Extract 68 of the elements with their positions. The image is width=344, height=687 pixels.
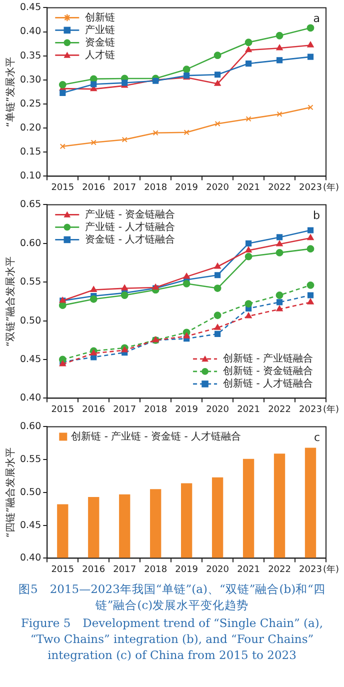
x-axis-title: (年) xyxy=(322,564,339,576)
x-tick-label: 2021 xyxy=(237,404,260,415)
x-tick-label: 2018 xyxy=(144,564,168,575)
y-tick-label: 0.50 xyxy=(20,315,42,326)
y-tick-label: 0.30 xyxy=(20,74,42,86)
y-axis-title: “双链”融合发展水平 xyxy=(4,256,17,347)
x-tick-label: 2020 xyxy=(206,564,230,575)
x-axis-title: (年) xyxy=(322,182,339,194)
x-tick-label: 2023 xyxy=(299,182,322,193)
y-tick-label: 0.60 xyxy=(20,238,42,249)
x-tick-label: 2021 xyxy=(237,564,260,575)
legend-label: 创新链 xyxy=(85,11,116,24)
y-tick-label: 0.35 xyxy=(20,50,42,62)
legend-label: 产业链 - 人才链融合 xyxy=(85,220,176,233)
x-axis-title: (年) xyxy=(322,404,339,416)
y-tick-label: 0.65 xyxy=(20,199,42,210)
x-tick-label: 2015 xyxy=(51,564,74,575)
x-tick-label: 2021 xyxy=(237,182,260,193)
x-tick-label: 2018 xyxy=(144,182,168,193)
y-axis-title: “单链”发展水平 xyxy=(4,56,17,128)
legend-label: 创新链 - 产业链融合 xyxy=(223,352,314,365)
legend-label: 创新链 - 人才链融合 xyxy=(223,378,314,390)
y-tick-label: 0.55 xyxy=(20,276,42,288)
y-tick-label: 0.40 xyxy=(20,552,42,564)
y-tick-label: 0.45 xyxy=(20,520,42,531)
x-tick-label: 2016 xyxy=(82,182,106,193)
chart-title: c xyxy=(314,431,320,444)
legend-label: 创新链 - 资金链融合 xyxy=(223,365,314,378)
x-tick-label: 2018 xyxy=(144,404,168,415)
y-tick-label: 0.15 xyxy=(20,146,42,158)
x-tick-label: 2019 xyxy=(175,182,198,193)
x-tick-label: 2016 xyxy=(82,404,106,415)
y-tick-label: 0.45 xyxy=(20,354,42,365)
x-tick-label: 2019 xyxy=(175,564,198,575)
y-tick-label: 0.40 xyxy=(20,26,42,38)
x-tick-label: 2015 xyxy=(51,182,74,193)
legend-label: 资金链 - 人才链融合 xyxy=(85,233,176,246)
y-axis-title: “四链”融合发展水平 xyxy=(4,447,17,538)
legend-label: 创新链 - 产业链 - 资金链 - 人才链融合 xyxy=(71,430,242,442)
x-tick-label: 2017 xyxy=(113,564,136,575)
x-tick-label: 2015 xyxy=(51,404,74,415)
y-tick-label: 0.50 xyxy=(20,486,42,498)
x-tick-label: 2017 xyxy=(113,182,136,193)
y-tick-label: 0.10 xyxy=(20,170,42,182)
y-tick-label: 0.40 xyxy=(20,392,42,404)
x-tick-label: 2023 xyxy=(299,404,322,415)
x-tick-label: 2023 xyxy=(299,564,322,575)
chart-title: b xyxy=(313,209,320,222)
legend-label: 资金链 xyxy=(85,36,116,48)
caption: 图5 2015—2023年我国“单链”(a)、“双链”融合(b)和“四链”融合(c)发展水平变化趋势 xyxy=(18,581,326,613)
legend-label: 产业链 xyxy=(85,24,116,36)
y-tick-label: 0.55 xyxy=(20,454,42,466)
x-tick-label: 2022 xyxy=(268,182,291,193)
legend-label: 人才链 xyxy=(85,48,116,61)
x-tick-label: 2016 xyxy=(82,564,106,575)
y-tick-label: 0.20 xyxy=(20,122,42,134)
y-tick-label: 0.60 xyxy=(20,421,42,432)
x-tick-label: 2022 xyxy=(268,404,291,415)
x-tick-label: 2020 xyxy=(206,404,230,415)
x-tick-label: 2022 xyxy=(268,564,291,575)
x-tick-label: 2020 xyxy=(206,182,230,193)
x-tick-label: 2017 xyxy=(113,404,136,415)
x-tick-label: 2019 xyxy=(175,404,198,415)
caption: Figure 5 Development trend of “Single Chain” (a), “Two Chains” integration (b), and “Four Chains” integration (c) of China from 2015 to 2023 xyxy=(20,615,324,663)
legend-label: 产业链 - 资金链融合 xyxy=(85,208,176,220)
chart-title: a xyxy=(313,12,320,26)
y-tick-label: 0.45 xyxy=(20,2,42,14)
y-tick-label: 0.25 xyxy=(20,98,42,110)
